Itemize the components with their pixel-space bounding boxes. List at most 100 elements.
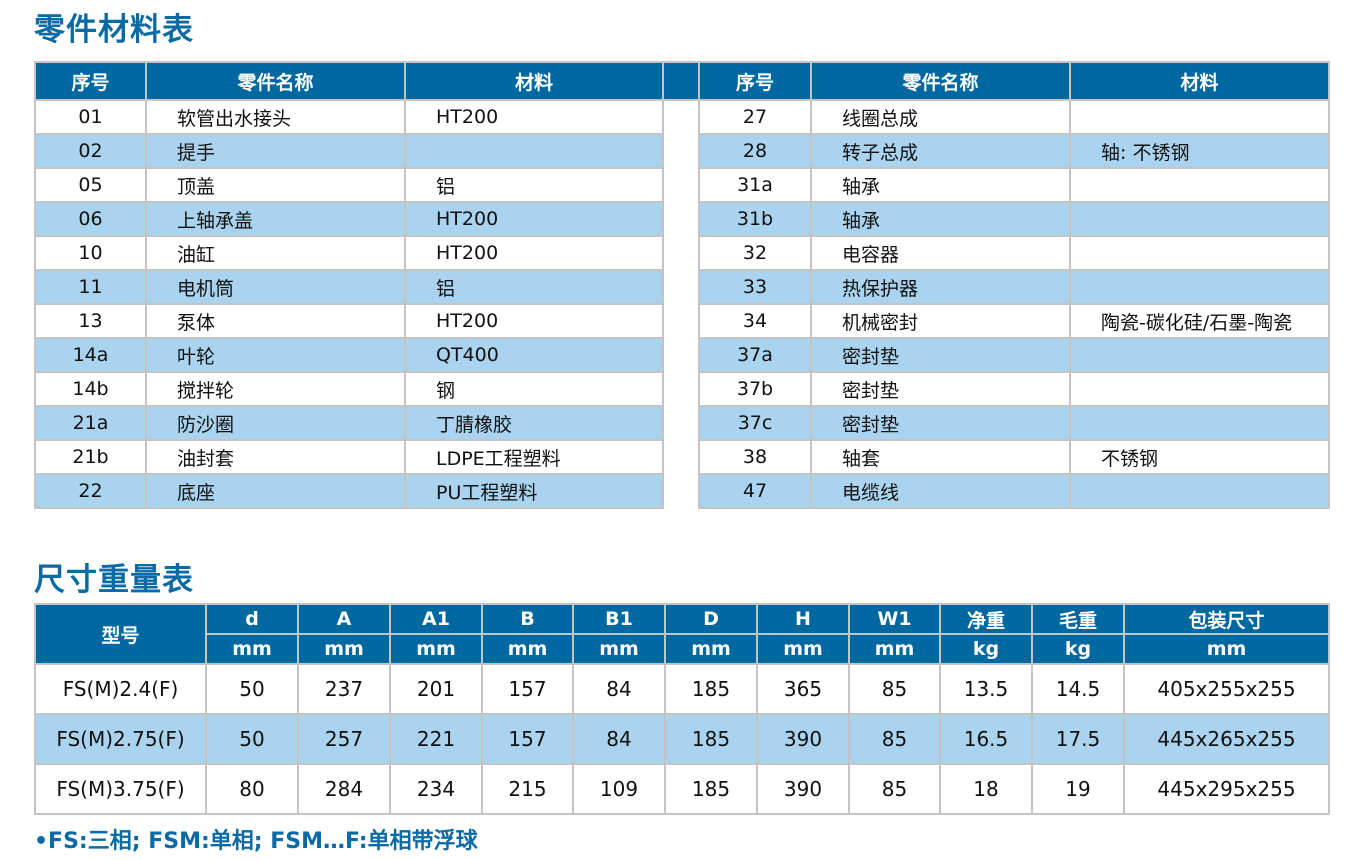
unit-cell: kg [1031, 633, 1125, 665]
value-cell: 201 [389, 663, 483, 715]
part-number: 38 [698, 439, 812, 475]
part-name: 上轴承盖 [145, 201, 406, 237]
table-row: 14b 搅拌轮钢 37b 密封垫 [34, 371, 1330, 407]
part-name: 电容器 [810, 235, 1071, 271]
value-cell: 85 [848, 663, 941, 715]
table-row: 21b 油封套 LDPE工程塑料 38 轴套 不锈钢 [34, 439, 1330, 475]
part-name: 油封套 [145, 439, 406, 475]
part-number: 28 [698, 133, 812, 169]
part-material [1069, 167, 1330, 203]
part-material [1069, 405, 1330, 441]
header-model: 型号 [34, 603, 207, 665]
part-name: 叶轮 [145, 337, 406, 373]
part-material: 钢 [404, 371, 664, 407]
unit-cell: mm [481, 633, 574, 665]
table-row: 06 上轴承盖 HT200 31b 轴承 [34, 201, 1330, 237]
unit-cell: kg [939, 633, 1033, 665]
column-gap [662, 338, 700, 372]
header-cell: 包装尺寸 [1123, 603, 1330, 635]
value-cell: 14.5 [1031, 663, 1125, 715]
part-material [404, 133, 664, 169]
parts-table-title: 零件材料表 [34, 12, 194, 48]
value-cell: 17.5 [1031, 713, 1125, 765]
unit-cell: mm [572, 633, 666, 665]
header-cell: 零件名称 [810, 61, 1071, 101]
value-cell: 405x255x255 [1123, 663, 1330, 715]
part-name: 密封垫 [810, 405, 1071, 441]
part-name: 顶盖 [145, 167, 406, 203]
part-number: 22 [34, 473, 147, 509]
part-material: 陶瓷-碳化硅/石墨-陶瓷 [1069, 303, 1330, 339]
part-name: 提手 [145, 133, 406, 169]
value-cell: 237 [297, 663, 391, 715]
dimension-weight-table: 型号 d A A1 B B1 D H W1 净重 毛重 包装尺寸 mm mm mm mm mm mm mm mm kg k… [34, 603, 1330, 815]
value-cell: 390 [756, 713, 850, 765]
column-gap [662, 134, 700, 168]
column-gap [662, 202, 700, 236]
column-gap [662, 372, 700, 406]
value-cell: 390 [756, 763, 850, 815]
model-legend-note: •FS:三相; FSM:单相; FSM…F:单相带浮球 [34, 829, 478, 854]
unit-cell: mm [1123, 633, 1330, 665]
part-name: 密封垫 [810, 371, 1071, 407]
parts-material-table: 序号 零件名称 材料 序号 零件名称 材料 01 软管出水接头 HT200 27 线圈总成 02 提手 2… [34, 61, 1330, 509]
part-name: 油缸 [145, 235, 406, 271]
part-name: 防沙圈 [145, 405, 406, 441]
part-name: 搅拌轮 [145, 371, 406, 407]
part-name: 线圈总成 [810, 99, 1071, 135]
column-gap [662, 304, 700, 338]
value-cell: 234 [389, 763, 483, 815]
part-name: 轴承 [810, 201, 1071, 237]
table-row: FS(M)2.4(F) 50 237 201 157 84 185 365 85 13.5 14.5… [34, 663, 1330, 715]
value-cell: 50 [205, 713, 299, 765]
part-number: 31b [698, 201, 812, 237]
value-cell: 18 [939, 763, 1033, 815]
part-material: PU工程塑料 [404, 473, 664, 509]
table-row: 10 油缸 HT200 32 电容器 [34, 235, 1330, 271]
part-number: 33 [698, 269, 812, 305]
part-number: 37a [698, 337, 812, 373]
part-material [1069, 201, 1330, 237]
value-cell: 185 [664, 713, 758, 765]
part-material: 丁腈橡胶 [404, 405, 664, 441]
value-cell: 16.5 [939, 713, 1033, 765]
part-number: 06 [34, 201, 147, 237]
value-cell: 84 [572, 663, 666, 715]
part-number: 27 [698, 99, 812, 135]
part-material: 铝 [404, 167, 664, 203]
value-cell: 445x265x255 [1123, 713, 1330, 765]
header-cell: D [664, 603, 758, 635]
header-cell: A [297, 603, 391, 635]
part-name: 转子总成 [810, 133, 1071, 169]
value-cell: 365 [756, 663, 850, 715]
table-row: 02 提手 28 转子总成 轴: 不锈钢 [34, 133, 1330, 169]
column-gap [662, 100, 700, 134]
part-name: 软管出水接头 [145, 99, 406, 135]
part-material: 轴: 不锈钢 [1069, 133, 1330, 169]
header-cell: 材料 [1069, 61, 1330, 101]
unit-cell: mm [297, 633, 391, 665]
column-gap [662, 440, 700, 474]
header-cell: d [205, 603, 299, 635]
value-cell: 85 [848, 763, 941, 815]
part-material: HT200 [404, 201, 664, 237]
part-name: 热保护器 [810, 269, 1071, 305]
part-material [1069, 269, 1330, 305]
part-number: 37b [698, 371, 812, 407]
dims-table-title: 尺寸重量表 [34, 562, 194, 598]
model-cell: FS(M)2.4(F) [34, 663, 207, 715]
table-row: 14a 叶轮 QT400 37a 密封垫 [34, 337, 1330, 373]
table-row: FS(M)2.75(F) 50 257 221 157 84 185 390 85 16.5 17.… [34, 713, 1330, 765]
table-row: 22 底座 PU工程塑料 47 电缆线 [34, 473, 1330, 509]
part-number: 37c [698, 405, 812, 441]
value-cell: 85 [848, 713, 941, 765]
value-cell: 445x295x255 [1123, 763, 1330, 815]
unit-cell: mm [389, 633, 483, 665]
table-row: 05 顶盖铝 31a 轴承 [34, 167, 1330, 203]
part-name: 轴承 [810, 167, 1071, 203]
table-row: 01 软管出水接头 HT200 27 线圈总成 [34, 99, 1330, 135]
part-material: 铝 [404, 269, 664, 305]
part-material: HT200 [404, 235, 664, 271]
part-name: 轴套 [810, 439, 1071, 475]
value-cell: 109 [572, 763, 666, 815]
